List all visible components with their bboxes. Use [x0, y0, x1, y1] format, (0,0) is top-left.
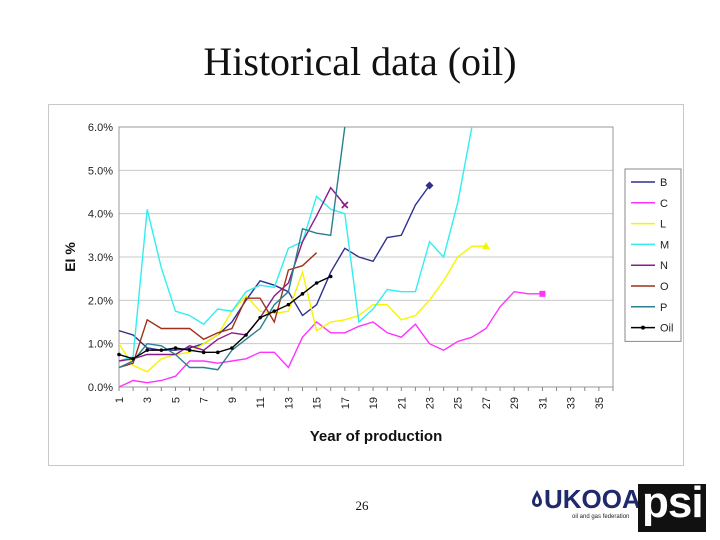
data-point-oil [216, 350, 220, 355]
series-line-oil [119, 275, 331, 360]
x-axis-label: Year of production [310, 428, 443, 445]
data-point-oil [230, 346, 234, 350]
end-marker-b [425, 181, 434, 190]
y-tick-label: 4.0% [88, 209, 113, 221]
y-tick-label: 3.0% [88, 252, 113, 264]
legend-swatch-point [641, 325, 645, 330]
legend-label-p: P [660, 302, 667, 314]
series-line-m [119, 127, 473, 362]
y-tick-label: 2.0% [88, 295, 113, 307]
series-line-b [119, 185, 431, 351]
x-tick-label: 19 [368, 397, 380, 409]
x-tick-label: 11 [255, 397, 267, 408]
x-tick-label: 27 [481, 397, 493, 409]
x-tick-label: 23 [425, 397, 437, 409]
ukooa-wordmark: UKOOA [544, 484, 641, 514]
legend-label-m: M [660, 239, 669, 251]
page-number: 26 [355, 498, 369, 513]
legend-label-c: C [660, 198, 668, 210]
x-tick-label: 25 [453, 397, 465, 409]
x-tick-label: 31 [537, 397, 549, 409]
series-line-n [119, 186, 346, 362]
psi-logo: psi [638, 478, 706, 532]
slide-title: Historical data (oil) [203, 39, 517, 84]
ukooa-logo: UKOOA oil and gas federation [532, 484, 641, 526]
x-tick-label: 3 [142, 397, 154, 403]
end-marker-c [539, 290, 546, 297]
series-line-l [119, 245, 486, 373]
drop-icon [532, 490, 542, 507]
x-tick-label: 15 [312, 397, 324, 409]
legend-label-oil: Oil [660, 323, 673, 335]
data-point-oil [314, 281, 319, 285]
x-tick-label: 7 [199, 397, 211, 403]
data-point-oil [244, 333, 248, 337]
ukooa-tagline: oil and gas federation [572, 514, 630, 520]
legend-label-o: O [660, 281, 669, 293]
series-line-o [119, 252, 318, 369]
x-tick-label: 29 [509, 397, 521, 409]
legend-box [624, 168, 682, 342]
data-point-oil [272, 309, 277, 313]
data-point-oil [131, 357, 135, 361]
y-axis-label: EI % [62, 242, 78, 272]
x-tick-label: 17 [340, 397, 352, 409]
x-tick-label: 9 [227, 397, 239, 403]
data-point-oil [173, 346, 178, 350]
chart-frame: 0.0% 1.0% 2.0% 3.0% 4.0% 5.0% 6.0% 1 3 5 7 9 11 13 15 1… [48, 104, 684, 466]
data-point-oil [117, 352, 121, 357]
y-tick-label: 1.0% [88, 339, 113, 351]
x-tick-label: 5 [170, 397, 182, 403]
y-tick-label: 6.0% [88, 122, 113, 134]
data-point-oil [258, 315, 262, 320]
legend-label-n: N [660, 260, 668, 272]
series-line-p [119, 127, 346, 371]
data-point-oil [187, 348, 192, 352]
end-marker-l [481, 242, 490, 250]
y-tick-label: 5.0% [88, 165, 113, 177]
data-point-oil [300, 292, 305, 296]
legend-label-b: B [660, 177, 667, 189]
x-tick-label: 1 [114, 397, 126, 403]
y-tick-label: 0.0% [88, 382, 113, 394]
x-tick-label: 21 [396, 397, 408, 409]
x-tick-label: 13 [283, 397, 295, 409]
legend-label-l: L [660, 219, 666, 231]
x-tick-label: 35 [594, 397, 606, 409]
data-point-oil [145, 348, 150, 352]
data-point-oil [286, 302, 291, 307]
data-point-oil [201, 350, 206, 355]
x-tick-label: 33 [566, 397, 578, 409]
data-point-oil [328, 274, 333, 279]
plot-area [118, 126, 614, 388]
data-point-oil [159, 348, 164, 352]
ei-history-chart: 0.0%1.0%2.0%3.0%4.0%5.0%6.0%1 3 5 7 9 11 13 15 1… [62, 122, 682, 445]
psi-wordmark: psi [642, 478, 704, 527]
end-marker-n [341, 201, 349, 209]
series-line-c [119, 290, 543, 387]
